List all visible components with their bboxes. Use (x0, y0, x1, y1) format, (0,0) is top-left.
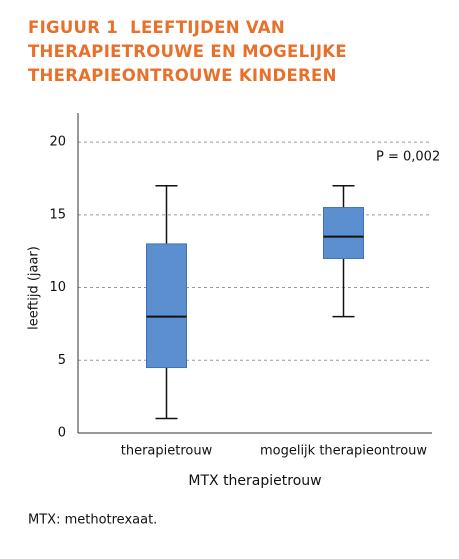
footnote: MTX: methotrexaat. (28, 513, 157, 528)
y-tick-label: 15 (49, 207, 66, 222)
box (323, 207, 364, 259)
x-tick-label: mogelijk therapieontrouw (260, 444, 427, 459)
y-tick-label: 0 (58, 426, 66, 441)
x-tick-label: therapietrouw (121, 444, 213, 459)
chart-title: FIGUUR 1 LEEFTIJDEN VAN THERAPIETROUWE E… (28, 18, 353, 85)
y-tick-label: 10 (49, 280, 66, 295)
box (146, 243, 187, 369)
x-axis-label: MTX therapietrouw (188, 473, 321, 489)
annotation: P = 0,002 (376, 150, 440, 165)
y-tick-label: 5 (58, 353, 66, 368)
y-axis-label: leeftijd (jaar) (27, 246, 42, 330)
y-tick-label: 20 (49, 135, 66, 150)
